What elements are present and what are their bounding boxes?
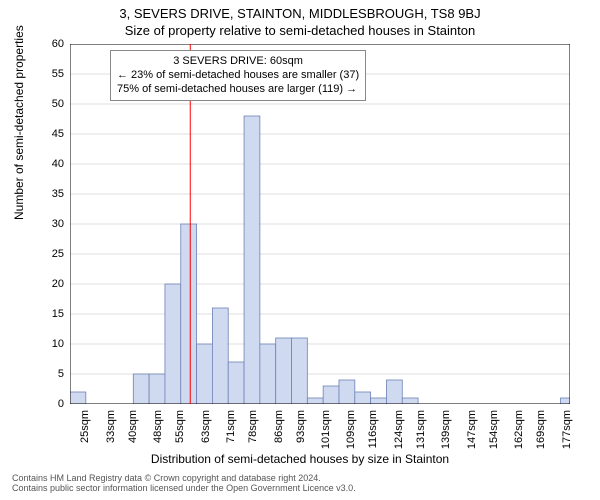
histogram-bar xyxy=(355,392,371,404)
y-tick-label: 55 xyxy=(34,68,64,80)
annotation-line-2: ← 23% of semi-detached houses are smalle… xyxy=(117,69,359,83)
y-tick-label: 15 xyxy=(34,308,64,320)
x-tick-label: 86sqm xyxy=(273,410,285,450)
chart-title-sub: Size of property relative to semi-detach… xyxy=(0,21,600,38)
annotation-line-3: 75% of semi-detached houses are larger (… xyxy=(117,83,359,97)
x-tick-label: 93sqm xyxy=(295,410,307,450)
x-tick-label: 48sqm xyxy=(152,410,164,450)
x-tick-label: 116sqm xyxy=(367,410,379,450)
y-tick-label: 30 xyxy=(34,218,64,230)
y-tick-label: 40 xyxy=(34,158,64,170)
x-tick-label: 25sqm xyxy=(79,410,91,450)
histogram-bar xyxy=(212,308,228,404)
histogram-bar xyxy=(149,374,165,404)
histogram-bar xyxy=(260,344,276,404)
histogram-bar xyxy=(323,386,339,404)
histogram-bar xyxy=(402,398,418,404)
histogram-bar xyxy=(70,392,86,404)
histogram-bar xyxy=(386,380,402,404)
chart-title-main: 3, SEVERS DRIVE, STAINTON, MIDDLESBROUGH… xyxy=(0,0,600,21)
histogram-bar xyxy=(244,116,260,404)
histogram-bar xyxy=(371,398,387,404)
y-tick-label: 45 xyxy=(34,128,64,140)
histogram-bar xyxy=(561,398,570,404)
annotation-line-1: 3 SEVERS DRIVE: 60sqm xyxy=(117,55,359,69)
x-tick-label: 147sqm xyxy=(466,410,478,450)
annotation-box: 3 SEVERS DRIVE: 60sqm ← 23% of semi-deta… xyxy=(110,50,366,101)
x-tick-label: 154sqm xyxy=(488,410,500,450)
chart-area: 3 SEVERS DRIVE: 60sqm ← 23% of semi-deta… xyxy=(70,44,570,404)
histogram-bar xyxy=(339,380,355,404)
y-tick-label: 60 xyxy=(34,38,64,50)
y-tick-label: 35 xyxy=(34,188,64,200)
histogram-bar xyxy=(133,374,149,404)
x-tick-label: 40sqm xyxy=(127,410,139,450)
x-tick-label: 169sqm xyxy=(535,410,547,450)
y-tick-label: 0 xyxy=(34,398,64,410)
x-tick-label: 109sqm xyxy=(345,410,357,450)
x-tick-label: 162sqm xyxy=(513,410,525,450)
histogram-bar xyxy=(197,344,213,404)
x-tick-label: 78sqm xyxy=(247,410,259,450)
x-tick-label: 33sqm xyxy=(105,410,117,450)
histogram-bar xyxy=(276,338,292,404)
histogram-bar xyxy=(307,398,323,404)
y-axis-label: Number of semi-detached properties xyxy=(12,25,26,220)
x-tick-label: 177sqm xyxy=(561,410,573,450)
x-tick-label: 71sqm xyxy=(225,410,237,450)
y-tick-label: 20 xyxy=(34,278,64,290)
histogram-bar xyxy=(165,284,181,404)
x-tick-label: 101sqm xyxy=(320,410,332,450)
x-tick-label: 55sqm xyxy=(174,410,186,450)
histogram-bar xyxy=(228,362,244,404)
footer-attribution: Contains HM Land Registry data © Crown c… xyxy=(12,474,356,494)
x-tick-label: 139sqm xyxy=(440,410,452,450)
footer-line-2: Contains public sector information licen… xyxy=(12,484,356,494)
histogram-bar xyxy=(181,224,197,404)
y-tick-label: 25 xyxy=(34,248,64,260)
x-tick-label: 63sqm xyxy=(200,410,212,450)
y-tick-label: 10 xyxy=(34,338,64,350)
y-tick-label: 50 xyxy=(34,98,64,110)
histogram-bar xyxy=(292,338,308,404)
x-tick-label: 131sqm xyxy=(415,410,427,450)
y-tick-label: 5 xyxy=(34,368,64,380)
x-tick-label: 124sqm xyxy=(393,410,405,450)
x-axis-label: Distribution of semi-detached houses by … xyxy=(0,452,600,466)
